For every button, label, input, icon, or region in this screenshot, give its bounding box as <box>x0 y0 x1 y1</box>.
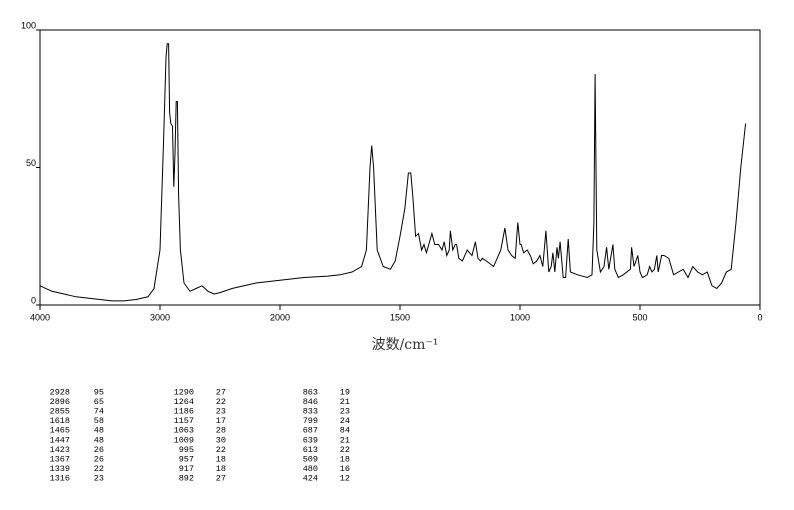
peak-table-cell: 30 <box>216 435 226 445</box>
peak-table-cell: 18 <box>340 454 350 464</box>
peak-table-cell: 846 <box>303 397 318 407</box>
peak-table-cell: 18 <box>216 454 226 464</box>
peak-table-cell: 2855 <box>50 406 70 416</box>
peak-table-cell: 1009 <box>174 435 194 445</box>
peak-table-cell: 957 <box>179 454 194 464</box>
peak-table-cell: 1447 <box>50 435 70 445</box>
peak-table-cell: 1186 <box>174 406 194 416</box>
peak-table-cell: 24 <box>340 416 350 426</box>
peak-table-cell: 84 <box>340 426 350 436</box>
peak-table-cell: 22 <box>340 445 350 455</box>
x-tick-label: 4000 <box>30 312 50 322</box>
peak-table-cell: 1465 <box>50 426 70 436</box>
peak-table-cell: 19 <box>340 387 350 397</box>
peak-table-cell: 1618 <box>50 416 70 426</box>
x-tick-label: 2000 <box>270 312 290 322</box>
y-tick-label: 50 <box>26 158 36 168</box>
peak-table-cell: 23 <box>216 406 226 416</box>
peak-table-cell: 1290 <box>174 387 194 397</box>
peak-table-cell: 799 <box>303 416 318 426</box>
spectrum-line <box>39 43 747 302</box>
plot-frame <box>39 29 761 306</box>
peak-table-cell: 22 <box>94 464 104 474</box>
peak-table-cell: 23 <box>340 406 350 416</box>
peak-table-cell: 58 <box>94 416 104 426</box>
peak-table-cell: 48 <box>94 435 104 445</box>
peak-table-cell: 509 <box>303 454 318 464</box>
peak-table-cell: 613 <box>303 445 318 455</box>
x-axis-label: 波数/cm⁻¹ <box>372 337 439 353</box>
peak-table-cell: 26 <box>94 454 104 464</box>
peak-table-cell: 18 <box>216 464 226 474</box>
peak-table-cell: 1367 <box>50 454 70 464</box>
peak-table-cell: 1157 <box>174 416 194 426</box>
peak-table-cell: 995 <box>179 445 194 455</box>
peak-table-cell: 1423 <box>50 445 70 455</box>
y-tick-label: 0 <box>31 295 36 305</box>
peak-table-cell: 16 <box>340 464 350 474</box>
peak-table-cell: 1264 <box>174 397 194 407</box>
peak-table-cell: 27 <box>216 387 226 397</box>
peak-table-cell: 22 <box>216 445 226 455</box>
peak-table-cell: 28 <box>216 426 226 436</box>
x-tick-label: 1000 <box>510 312 530 322</box>
peak-table-cell: 26 <box>94 445 104 455</box>
peak-table-cell: 687 <box>303 426 318 436</box>
x-tick-label: 1500 <box>390 312 410 322</box>
peak-table-cell: 22 <box>216 397 226 407</box>
peak-table-cell: 2896 <box>50 397 70 407</box>
peak-table-cell: 1316 <box>50 474 70 484</box>
y-tick-label: 100 <box>21 20 36 30</box>
peak-table-cell: 27 <box>216 474 226 484</box>
peak-table-cell: 424 <box>303 474 318 484</box>
peak-table-cell: 917 <box>179 464 194 474</box>
peak-table-cell: 95 <box>94 387 104 397</box>
peak-table-cell: 639 <box>303 435 318 445</box>
peak-table-cell: 74 <box>94 406 104 416</box>
peak-table-cell: 17 <box>216 416 226 426</box>
peak-table-cell: 1063 <box>174 426 194 436</box>
peak-table-cell: 2928 <box>50 387 70 397</box>
x-tick-label: 3000 <box>150 312 170 322</box>
peak-table-cell: 12 <box>340 474 350 484</box>
peak-table-cell: 21 <box>340 397 350 407</box>
peak-table-cell: 1339 <box>50 464 70 474</box>
peak-table-cell: 65 <box>94 397 104 407</box>
peak-table-cell: 48 <box>94 426 104 436</box>
x-tick-label: 0 <box>757 312 762 322</box>
peak-table-cell: 21 <box>340 435 350 445</box>
peak-table-cell: 833 <box>303 406 318 416</box>
peak-table-cell: 480 <box>303 464 318 474</box>
peak-table-cell: 892 <box>179 474 194 484</box>
x-tick-label: 500 <box>632 312 647 322</box>
peak-table-cell: 23 <box>94 474 104 484</box>
peak-table-cell: 863 <box>303 387 318 397</box>
